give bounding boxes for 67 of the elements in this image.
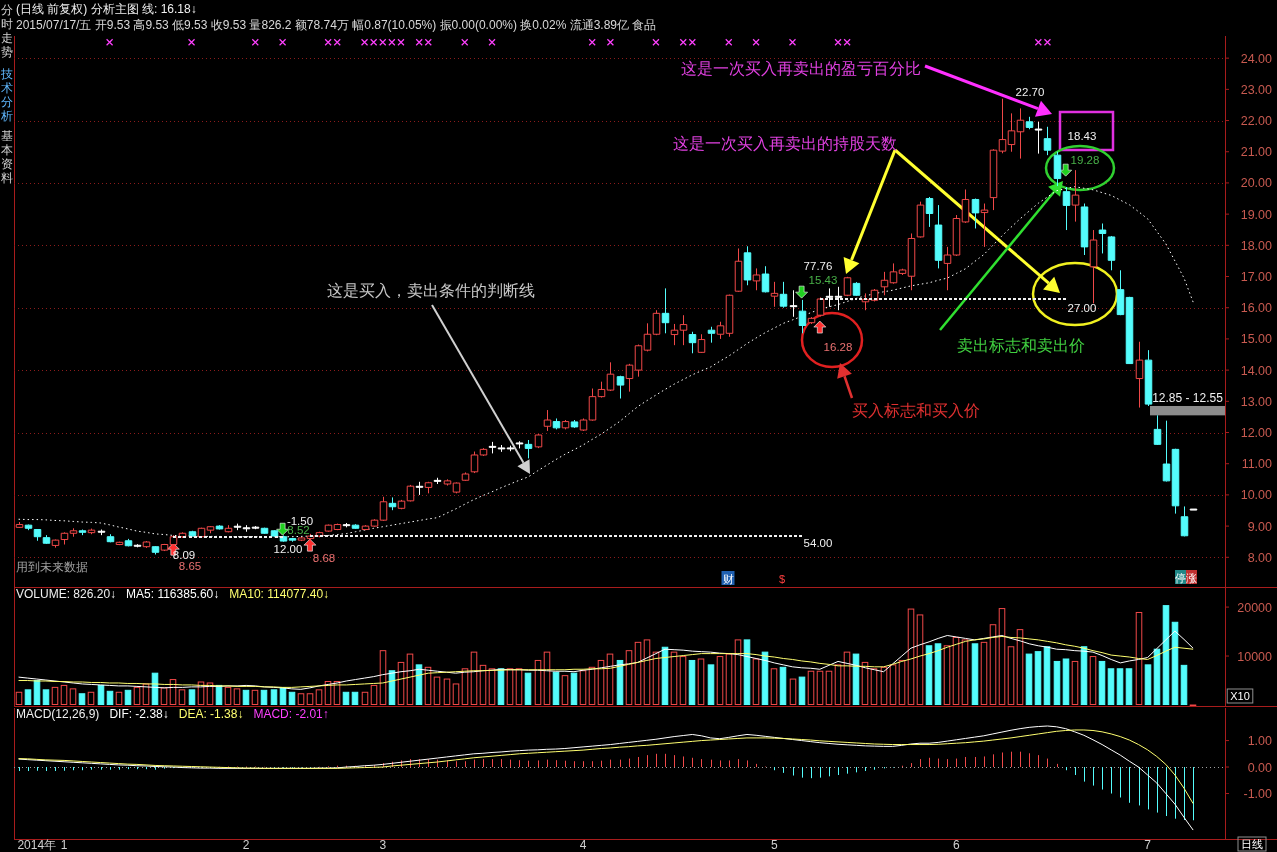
annotation: 这是一次买入再卖出的盈亏百分比 [681, 59, 921, 77]
y-tick-label: 10000 [1237, 649, 1273, 664]
text: X10 [1230, 690, 1250, 702]
y-tick-label: -1.00 [1243, 787, 1273, 802]
x-tick-label: 2 [242, 838, 250, 852]
text: MA10: 114077.40↓ [229, 587, 330, 601]
x-tick-label: 7 [1144, 838, 1152, 852]
y-tick-label: 8.00 [1247, 550, 1273, 565]
chart-subtitle: 2015/07/17/五 开9.53 高9.53 低9.53 收9.53 量826.2 额78.74万 幅0.87(10.05%) 振0.00(0.00%) 换0.02% 流通3.89亿 食品 [16, 18, 657, 32]
annotation: 这是买入，卖出条件的判断线 [327, 281, 535, 299]
y-tick-label: 23.00 [1240, 82, 1273, 97]
y-tick-label: 22.00 [1240, 114, 1273, 129]
x-tick-label: 6 [953, 838, 961, 852]
annotation: 18.43 [1067, 130, 1097, 143]
text: DEA: -1.38↓ [178, 707, 244, 721]
annotation: 15.43 [808, 274, 838, 287]
annotation: 用到未来数据 [16, 561, 88, 574]
x-tick-label: 2014年 [17, 838, 57, 852]
annotation: 涨 [1186, 571, 1197, 584]
y-tick-label: 17.00 [1240, 270, 1273, 285]
annotation: 54.00 [803, 537, 833, 550]
text: DIF: -2.38↓ [109, 707, 169, 721]
text: 分时走势 [1, 3, 13, 59]
x-tick-label: 4 [579, 838, 587, 852]
annotation: 77.76 [803, 260, 833, 273]
text: 日线 [1241, 838, 1263, 850]
annotation: 停 [1175, 571, 1186, 584]
y-tick-label: 24.00 [1240, 51, 1273, 66]
annotation: $ [778, 572, 786, 585]
chart-title: (日线 前复权) 分析主图 线: 16.18↓ [16, 2, 197, 16]
annotation: 买入标志和买入价 [852, 401, 980, 419]
annotation: 27.00 [1067, 302, 1097, 315]
text: 技术分析 [0, 67, 13, 123]
chart-title: VOLUME: 826.20↓ [16, 587, 117, 601]
y-tick-label: 20.00 [1240, 176, 1273, 191]
chart-title: MACD(12,26,9) [16, 707, 100, 721]
y-tick-label: 0.00 [1247, 760, 1273, 775]
y-tick-label: 9.00 [1247, 519, 1273, 534]
annotation: 8.68 [312, 552, 336, 565]
y-tick-label: 19.00 [1240, 207, 1273, 222]
y-tick-label: 11.00 [1241, 457, 1273, 472]
band-label: 12.85 - 12.55 [1152, 390, 1224, 405]
y-tick-label: 15.00 [1240, 332, 1273, 347]
y-tick-label: 21.00 [1240, 145, 1273, 160]
annotation: 16.28 [823, 341, 853, 354]
y-tick-label: 20000 [1237, 600, 1273, 615]
y-tick-label: 18.00 [1240, 238, 1273, 253]
annotation: 这是一次买入再卖出的持股天数 [673, 134, 897, 152]
y-tick-label: 14.00 [1240, 363, 1273, 378]
annotation: 财 [722, 572, 734, 585]
annotation: 卖出标志和卖出价 [957, 336, 1085, 354]
y-tick-label: 10.00 [1240, 488, 1273, 503]
annotation: MACD: -2.01↑ [253, 707, 329, 721]
x-tick-label: 3 [379, 838, 387, 852]
x-tick-label: 1 [60, 838, 68, 852]
y-tick-label: 1.00 [1247, 734, 1273, 749]
y-tick-label: 16.00 [1240, 301, 1273, 316]
text: MA5: 116385.60↓ [126, 587, 220, 601]
annotation: 12.00 [273, 543, 303, 556]
text: 基本资料 [1, 129, 13, 185]
annotation: 19.28 [1070, 154, 1100, 167]
y-tick-label: 13.00 [1240, 394, 1273, 409]
annotation: 8.09 [172, 549, 196, 562]
annotation: 8.65 [178, 560, 202, 573]
y-tick-label: 12.00 [1240, 426, 1273, 441]
x-tick-label: 5 [770, 838, 778, 852]
annotation: 22.70 [1015, 86, 1045, 99]
